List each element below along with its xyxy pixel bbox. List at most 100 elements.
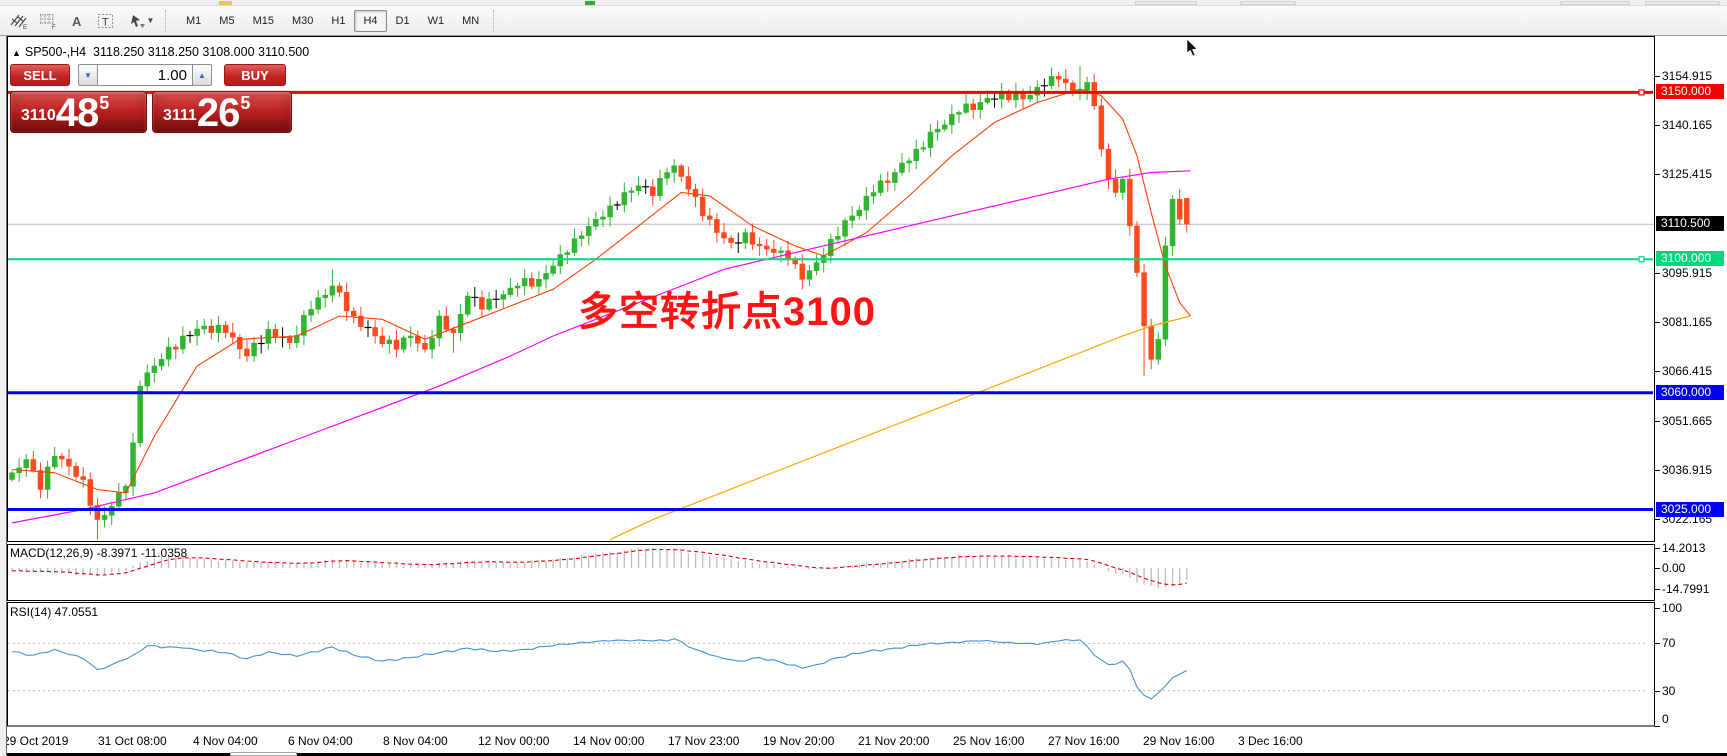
candle-body bbox=[1134, 225, 1140, 273]
cursor-style-icon-button[interactable]: ▼ bbox=[122, 9, 160, 33]
candle-body bbox=[130, 442, 136, 487]
level-handle[interactable] bbox=[1638, 89, 1645, 96]
candle-body bbox=[977, 102, 984, 111]
ma-slow-line bbox=[609, 315, 1191, 541]
candle-body bbox=[628, 190, 635, 193]
candle-body bbox=[571, 238, 578, 253]
ohlc-quote: 3118.250 3118.250 3108.000 3110.500 bbox=[93, 45, 310, 59]
timeframe-button-h1[interactable]: H1 bbox=[331, 14, 346, 27]
candle-body bbox=[1112, 178, 1119, 193]
bid-pip-digit: 5 bbox=[99, 93, 110, 113]
chart-window: ▲ SP500-,H4 3118.250 3118.250 3108.000 31… bbox=[0, 36, 1727, 756]
chevron-down-icon: ▼ bbox=[146, 16, 155, 25]
timeframe-button-mn[interactable]: MN bbox=[462, 14, 480, 27]
volume-input[interactable] bbox=[97, 64, 193, 86]
grid-snap-icon: F bbox=[40, 13, 56, 30]
bid-prefix: 3110 bbox=[21, 107, 56, 124]
candle-body bbox=[173, 346, 179, 350]
timeframe-button-h4[interactable]: H4 bbox=[354, 9, 387, 32]
candle-body bbox=[920, 147, 927, 150]
candle-body bbox=[771, 248, 777, 253]
candle-body bbox=[1169, 198, 1176, 247]
indicators-hatch-icon: E bbox=[10, 14, 27, 30]
candle-body bbox=[856, 209, 863, 217]
overflow-button bbox=[1240, 1, 1296, 5]
chart-canvas[interactable] bbox=[0, 36, 1727, 756]
text-box-icon: T bbox=[98, 13, 113, 28]
candle-body bbox=[1084, 82, 1090, 91]
candle-body bbox=[842, 220, 848, 237]
candle-body bbox=[593, 218, 599, 227]
rsi-indicator-label: RSI(14) 47.0551 bbox=[10, 605, 99, 619]
overflow-button bbox=[1560, 1, 1630, 5]
candle-body bbox=[400, 337, 407, 350]
candle-body bbox=[600, 216, 606, 220]
timeframe-button-m5[interactable]: M5 bbox=[219, 14, 235, 27]
candle-body bbox=[707, 215, 713, 220]
sell-button[interactable]: SELL bbox=[10, 64, 70, 86]
volume-increase-button[interactable]: ▲ bbox=[193, 64, 212, 86]
candle-body bbox=[215, 324, 222, 333]
candle-body bbox=[657, 178, 663, 197]
candle-body bbox=[301, 315, 307, 336]
candle-body bbox=[913, 148, 919, 162]
overflow-green-icon bbox=[585, 1, 595, 5]
scrollbar-thumb[interactable] bbox=[230, 752, 297, 756]
candle-body bbox=[116, 492, 122, 507]
timeframe-button-m15[interactable]: M15 bbox=[252, 14, 274, 27]
text-label-icon-button[interactable]: A bbox=[64, 9, 90, 33]
rsi-line bbox=[11, 638, 1188, 700]
candle-body bbox=[137, 385, 143, 444]
candle-body bbox=[229, 332, 236, 338]
svg-text:E: E bbox=[23, 25, 27, 30]
buy-button[interactable]: BUY bbox=[224, 64, 286, 86]
ask-prefix: 3111 bbox=[163, 107, 197, 124]
candle-body bbox=[194, 328, 200, 336]
candle-body bbox=[479, 297, 485, 310]
ask-price-panel[interactable]: 3111 26 5 bbox=[152, 91, 292, 133]
collapse-triangle-icon[interactable]: ▲ bbox=[12, 48, 21, 58]
candle-body bbox=[749, 232, 756, 245]
candle-body bbox=[906, 160, 912, 164]
candle-body bbox=[180, 335, 186, 350]
candle-body bbox=[80, 476, 86, 480]
timeframe-button-m30[interactable]: M30 bbox=[291, 14, 314, 27]
timeframe-button-m1[interactable]: M1 bbox=[186, 14, 202, 27]
bid-price-panel[interactable]: 3110 48 5 bbox=[10, 91, 147, 133]
level-handle[interactable] bbox=[1638, 256, 1645, 263]
candle-body bbox=[550, 265, 556, 274]
candle-body bbox=[650, 186, 656, 197]
candle-body bbox=[1141, 272, 1147, 327]
candle-body bbox=[1148, 325, 1154, 360]
candle-body bbox=[272, 329, 279, 338]
candle-body bbox=[949, 114, 955, 126]
candle-body bbox=[870, 192, 877, 197]
candle-body bbox=[835, 236, 841, 240]
window-left-frame bbox=[0, 36, 7, 756]
candle-body bbox=[30, 459, 37, 471]
candle-body bbox=[450, 329, 457, 333]
candle-body bbox=[94, 505, 101, 520]
candle-body bbox=[970, 103, 976, 111]
candle-body bbox=[372, 327, 378, 337]
macd-panel bbox=[11, 547, 1188, 589]
candle-body bbox=[500, 294, 507, 300]
indicators-hatch-icon-button[interactable]: E bbox=[6, 9, 32, 33]
candle-body bbox=[66, 458, 72, 467]
macd-frame bbox=[7, 544, 1655, 601]
candle-body bbox=[941, 124, 948, 130]
candle-body bbox=[578, 235, 585, 239]
candle-body bbox=[1119, 178, 1126, 193]
candle-body bbox=[671, 165, 677, 173]
volume-decrease-button[interactable]: ▼ bbox=[78, 64, 97, 86]
rsi-frame bbox=[7, 602, 1655, 727]
timeframe-button-d1[interactable]: D1 bbox=[395, 14, 410, 27]
candle-body bbox=[237, 336, 243, 350]
candle-body bbox=[457, 313, 464, 333]
candle-body bbox=[44, 466, 51, 490]
timeframe-button-w1[interactable]: W1 bbox=[427, 14, 445, 27]
text-box-icon-button[interactable]: T bbox=[93, 9, 119, 33]
timeframe-group: M1 M5 M15 M30 H1 H4 D1 W1 MN bbox=[177, 9, 488, 32]
grid-snap-icon-button[interactable]: F bbox=[35, 9, 61, 33]
candle-body bbox=[322, 294, 329, 298]
